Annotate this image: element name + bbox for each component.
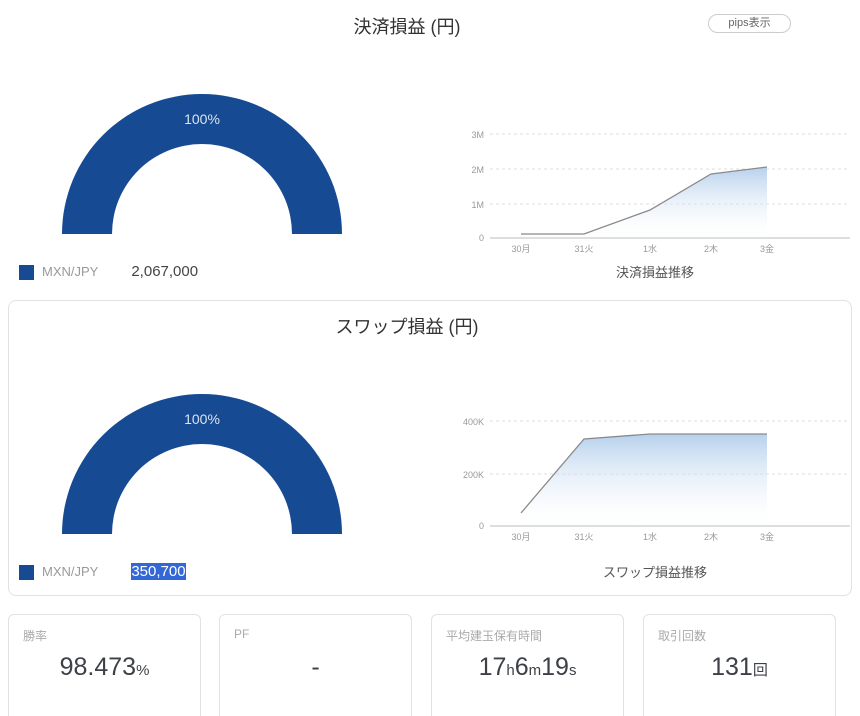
svg-text:1M: 1M [471, 200, 484, 210]
svg-text:0: 0 [479, 233, 484, 243]
svg-text:3M: 3M [471, 130, 484, 140]
svg-text:100%: 100% [184, 411, 220, 427]
svg-text:2M: 2M [471, 165, 484, 175]
svg-text:2木: 2木 [704, 243, 718, 254]
svg-text:200K: 200K [463, 470, 484, 480]
svg-text:100%: 100% [184, 111, 220, 127]
svg-text:3金: 3金 [760, 531, 774, 542]
svg-text:0: 0 [479, 521, 484, 531]
svg-text:400K: 400K [463, 417, 484, 427]
svg-text:30月: 30月 [511, 244, 530, 254]
svg-text:30月: 30月 [511, 532, 530, 542]
svg-text:31火: 31火 [574, 532, 593, 542]
svg-text:2木: 2木 [704, 531, 718, 542]
svg-text:31火: 31火 [574, 244, 593, 254]
svg-text:3金: 3金 [760, 243, 774, 254]
svg-text:1水: 1水 [643, 243, 657, 254]
svg-text:1水: 1水 [643, 531, 657, 542]
